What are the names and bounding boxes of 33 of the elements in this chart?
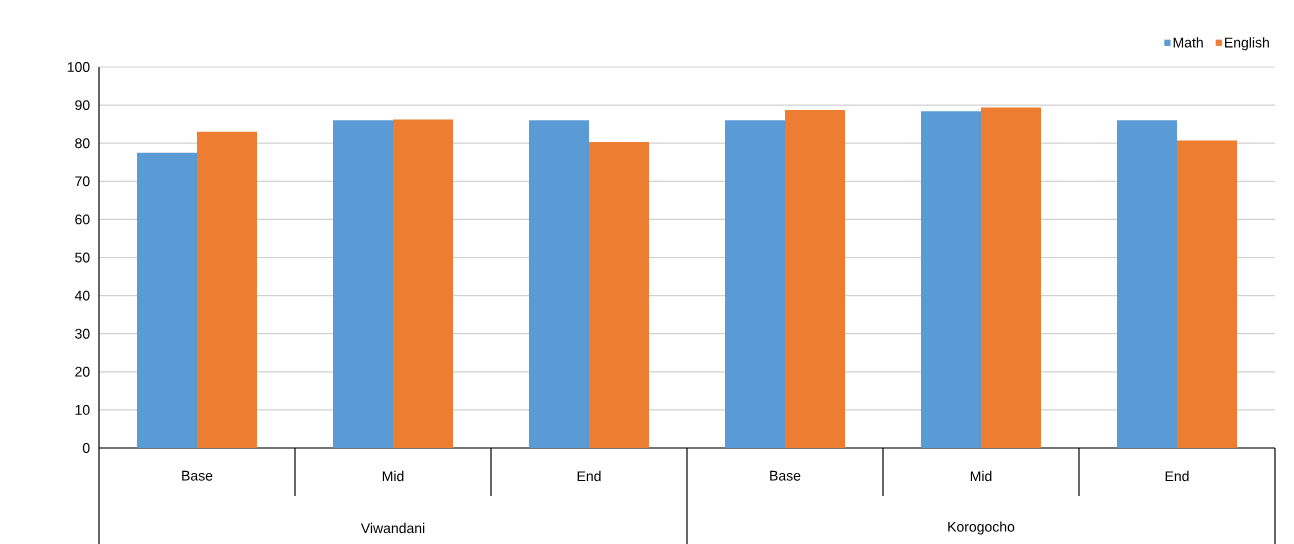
bar: [197, 131, 257, 448]
bar: [1117, 120, 1177, 448]
x-tick-label: Mid: [382, 470, 404, 482]
x-tick-label: End: [577, 470, 601, 482]
y-tick-label: 60: [75, 214, 90, 225]
legend-label: Math: [1173, 37, 1203, 48]
text: Viwandani: [360, 522, 425, 534]
x-tick-label: Base: [770, 470, 801, 481]
y-tick-label: 30: [75, 328, 90, 339]
y-tick-label: 80: [75, 138, 90, 149]
bar: [785, 110, 845, 448]
y-tick-label: 90: [75, 100, 90, 111]
x-tick-label: Mid: [970, 470, 992, 482]
bar: [1177, 140, 1237, 448]
bar: [137, 152, 197, 448]
x-tick-label: End: [1165, 470, 1189, 482]
bar: [921, 111, 981, 448]
bar: [589, 142, 649, 448]
y-tick-label: 40: [74, 290, 90, 301]
y-tick-label: 0: [82, 443, 90, 453]
y-tick-label: 50: [75, 252, 90, 263]
y-tick-label: 20: [75, 366, 90, 377]
bar: [529, 120, 589, 448]
y-tick-label: 70: [75, 176, 90, 187]
y-tick-label: 10: [75, 404, 90, 415]
bar: [393, 119, 453, 448]
y-tick-label: 100: [67, 62, 90, 72]
x-tick-label: Base: [182, 470, 213, 481]
legend-label: English: [1225, 37, 1269, 51]
text: Korogocho: [948, 521, 1015, 535]
bar: [725, 120, 785, 448]
bar: [333, 120, 393, 448]
bar: [981, 107, 1041, 448]
